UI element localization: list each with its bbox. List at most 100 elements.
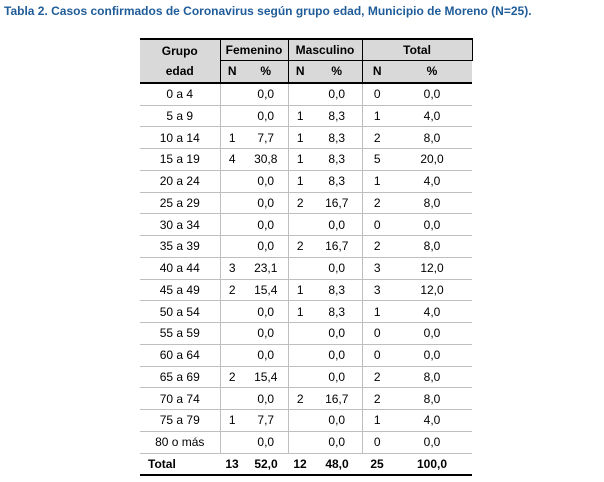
fem-pct-cell: 0,0 (244, 431, 289, 454)
fem-n-cell: 1 (220, 409, 244, 432)
fem-pct-cell: 0,0 (244, 322, 289, 345)
header-row-subcols: edad N % N % N % (140, 61, 473, 84)
total-pct-cell: 8,0 (392, 387, 473, 410)
masc-pct-cell: 8,3 (312, 279, 363, 302)
fem-n-cell (220, 105, 244, 128)
fem-n-cell (220, 170, 244, 193)
total-n-cell: 1 (362, 300, 393, 323)
fem-n-cell (220, 192, 244, 215)
header-total: Total (361, 38, 473, 61)
fem-pct-cell: 0,0 (244, 300, 289, 323)
total-n-cell: 2 (362, 366, 393, 389)
total-n-cell: 2 (362, 235, 393, 258)
header-t-pct: % (392, 61, 473, 84)
masc-pct-cell: 0,0 (312, 409, 363, 432)
masc-n-cell: 2 (288, 387, 313, 410)
table-row: 45 a 49 2 15,4 1 8,3 3 12,0 (140, 279, 473, 302)
total-f-pct: 52,0 (244, 452, 289, 477)
masc-pct-cell: 0,0 (312, 213, 363, 236)
age-cell: 40 a 44 (140, 257, 221, 280)
masc-pct-cell: 0,0 (312, 431, 363, 454)
fem-n-cell (220, 322, 244, 345)
total-n-cell: 0 (362, 344, 393, 367)
fem-n-cell: 2 (220, 279, 244, 302)
fem-pct-cell: 23,1 (244, 257, 289, 280)
fem-pct-cell: 15,4 (244, 366, 289, 389)
age-cell: 5 a 9 (140, 105, 221, 128)
fem-n-cell (220, 344, 244, 367)
masc-pct-cell: 0,0 (312, 344, 363, 367)
masc-pct-cell: 8,3 (312, 126, 363, 149)
masc-n-cell: 2 (288, 192, 313, 215)
fem-n-cell (220, 300, 244, 323)
header-row-groups: Grupo Femenino Masculino Total (140, 38, 473, 61)
total-pct-cell: 0,0 (392, 344, 473, 367)
age-cell: 10 a 14 (140, 126, 221, 149)
header-f-n: N (220, 61, 244, 84)
age-cell: 15 a 19 (140, 148, 221, 171)
header-f-pct: % (244, 61, 289, 84)
fem-pct-cell: 0,0 (244, 235, 289, 258)
total-pct-cell: 4,0 (392, 105, 473, 128)
table-body: 0 a 4 0,0 0,0 0 0,0 5 a 9 0,0 1 8,3 1 4,0 10 a 14 1 7… (140, 82, 473, 454)
fem-n-cell (220, 82, 244, 106)
table-row: 15 a 19 4 30,8 1 8,3 5 20,0 (140, 148, 473, 171)
total-pct-cell: 12,0 (392, 279, 473, 302)
fem-pct-cell: 7,7 (244, 126, 289, 149)
fem-pct-cell: 0,0 (244, 213, 289, 236)
masc-n-cell: 1 (288, 148, 313, 171)
fem-n-cell: 4 (220, 148, 244, 171)
masc-pct-cell: 0,0 (312, 322, 363, 345)
masc-pct-cell: 0,0 (312, 366, 363, 389)
total-n-cell: 1 (362, 105, 393, 128)
table-row: 40 a 44 3 23,1 0,0 3 12,0 (140, 257, 473, 280)
total-t-pct: 100,0 (392, 452, 473, 477)
total-m-n: 12 (288, 452, 313, 477)
table-row: 60 a 64 0,0 0,0 0 0,0 (140, 344, 473, 367)
total-pct-cell: 4,0 (392, 300, 473, 323)
table-row: 80 o más 0,0 0,0 0 0,0 (140, 431, 473, 454)
age-cell: 0 a 4 (140, 82, 221, 106)
masc-n-cell: 2 (288, 235, 313, 258)
fem-pct-cell: 0,0 (244, 105, 289, 128)
masc-pct-cell: 8,3 (312, 170, 363, 193)
masc-n-cell: 1 (288, 300, 313, 323)
total-t-n: 25 (362, 452, 393, 477)
masc-pct-cell: 8,3 (312, 148, 363, 171)
masc-pct-cell: 16,7 (312, 235, 363, 258)
table-row: 25 a 29 0,0 2 16,7 2 8,0 (140, 192, 473, 215)
total-row: Total 13 52,0 12 48,0 25 100,0 (140, 452, 473, 477)
age-cell: 35 a 39 (140, 235, 221, 258)
masc-n-cell (288, 431, 313, 454)
fem-n-cell (220, 235, 244, 258)
total-n-cell: 5 (362, 148, 393, 171)
total-n-cell: 0 (362, 82, 393, 106)
age-cell: 65 a 69 (140, 366, 221, 389)
masc-n-cell: 1 (288, 170, 313, 193)
total-n-cell: 1 (362, 409, 393, 432)
masc-n-cell (288, 213, 313, 236)
total-m-pct: 48,0 (312, 452, 363, 477)
masc-pct-cell: 16,7 (312, 192, 363, 215)
total-n-cell: 1 (362, 170, 393, 193)
masc-pct-cell: 8,3 (312, 300, 363, 323)
fem-pct-cell: 0,0 (244, 192, 289, 215)
masc-n-cell: 1 (288, 126, 313, 149)
masc-pct-cell: 8,3 (312, 105, 363, 128)
table-row: 70 a 74 0,0 2 16,7 2 8,0 (140, 387, 473, 410)
fem-n-cell (220, 213, 244, 236)
age-cell: 55 a 59 (140, 322, 221, 345)
total-n-cell: 0 (362, 322, 393, 345)
total-n-cell: 3 (362, 257, 393, 280)
total-pct-cell: 8,0 (392, 192, 473, 215)
total-pct-cell: 12,0 (392, 257, 473, 280)
total-pct-cell: 4,0 (392, 409, 473, 432)
header-t-n: N (362, 61, 393, 84)
table-title: Tabla 2. Casos confirmados de Coronaviru… (4, 4, 532, 18)
table-row: 30 a 34 0,0 0,0 0 0,0 (140, 213, 473, 236)
total-pct-cell: 4,0 (392, 170, 473, 193)
fem-n-cell (220, 431, 244, 454)
total-pct-cell: 0,0 (392, 431, 473, 454)
fem-pct-cell: 0,0 (244, 170, 289, 193)
masc-n-cell (288, 322, 313, 345)
